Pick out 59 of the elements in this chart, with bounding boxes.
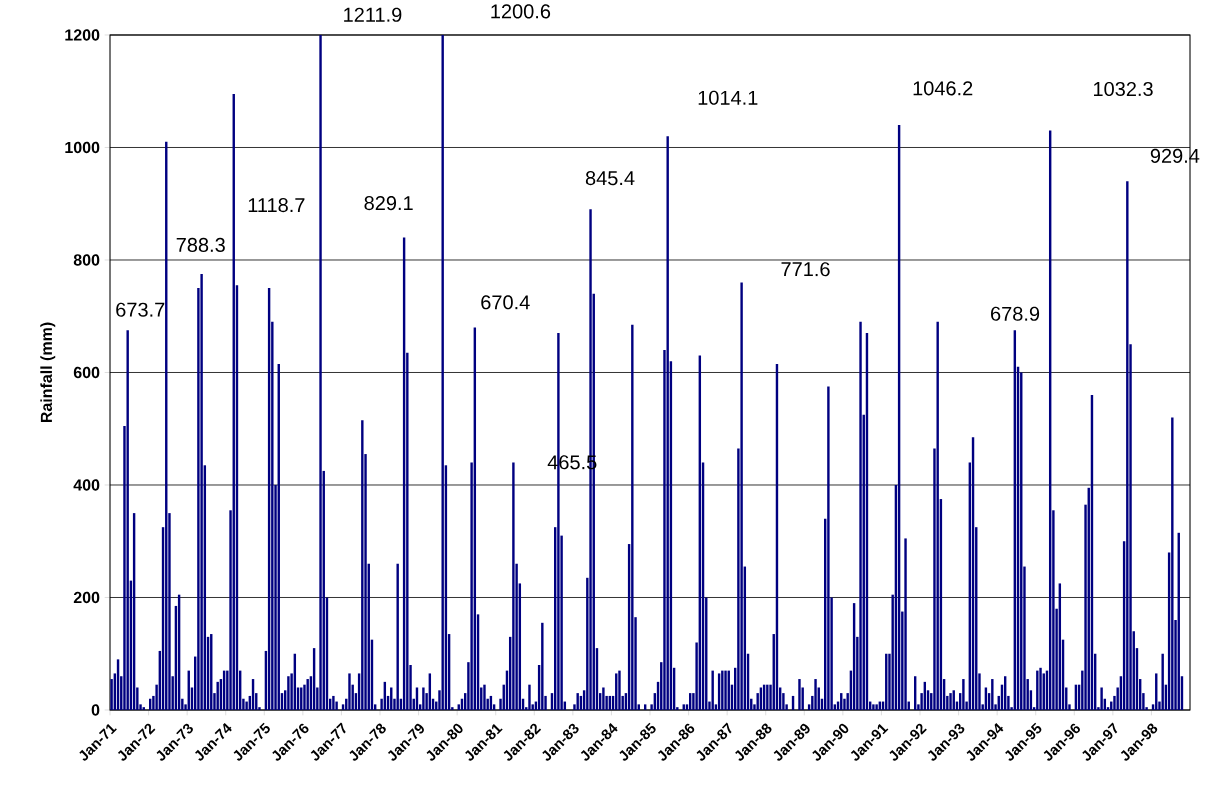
y-tick-label: 0: [91, 704, 100, 716]
bar: [541, 622, 544, 710]
bar: [1161, 653, 1164, 710]
text: 1200.6: [491, 4, 551, 19]
bar: [216, 681, 219, 710]
bar: [396, 563, 399, 710]
bar: [827, 386, 830, 710]
bar: [200, 274, 203, 710]
bar: [422, 687, 425, 710]
annotation: 929.4: [1150, 148, 1200, 163]
bar: [319, 34, 322, 710]
y-tick-label: 1200: [65, 29, 100, 41]
y-tick-label: 400: [73, 479, 100, 491]
bar: [859, 321, 862, 710]
bar: [740, 282, 743, 710]
annotation: 1032.3: [1093, 81, 1153, 97]
annotation: 670.4: [481, 295, 530, 310]
bar: [631, 324, 634, 710]
y-tick-label: 200: [73, 591, 100, 604]
bar: [666, 136, 669, 710]
y-tick-label: 600: [73, 366, 100, 379]
text: 1211.9: [344, 7, 402, 22]
bar: [766, 684, 769, 710]
bar: [512, 462, 515, 710]
bar: [711, 670, 714, 710]
annotation: 1118.7: [248, 198, 305, 213]
annotation: 771.6: [781, 262, 830, 277]
bar: [441, 34, 444, 710]
bar: [528, 684, 531, 710]
bar: [1171, 417, 1174, 710]
bar: [962, 679, 965, 710]
annotation: 845.4: [585, 171, 635, 186]
bar: [1036, 670, 1039, 710]
bar: [904, 538, 907, 710]
annotation: 1014.1: [698, 90, 758, 105]
bar: [1126, 181, 1129, 710]
bar: [287, 676, 290, 710]
y-tick-label: 1000: [65, 141, 100, 154]
y-tick-label: 800: [73, 254, 100, 266]
bar: [306, 679, 309, 710]
bar: [721, 670, 724, 710]
annotation: 678.9: [991, 306, 1040, 321]
annotation: 788.3: [176, 237, 225, 252]
y-axis-title: Rainfall (mm): [40, 322, 56, 423]
bar: [361, 420, 364, 710]
bar: [602, 687, 605, 710]
bar: [991, 679, 994, 710]
annotation: 829.1: [364, 195, 413, 211]
bar: [936, 321, 939, 710]
annotation: 1046.2: [913, 81, 973, 96]
annotation: 673.7: [116, 302, 165, 317]
bar: [875, 704, 878, 710]
bar: [1039, 667, 1042, 710]
bar: [348, 673, 351, 710]
bar: [576, 693, 579, 710]
bar: [126, 330, 129, 710]
bar: [798, 679, 801, 710]
bar: [814, 679, 817, 710]
bar: [1100, 687, 1103, 710]
